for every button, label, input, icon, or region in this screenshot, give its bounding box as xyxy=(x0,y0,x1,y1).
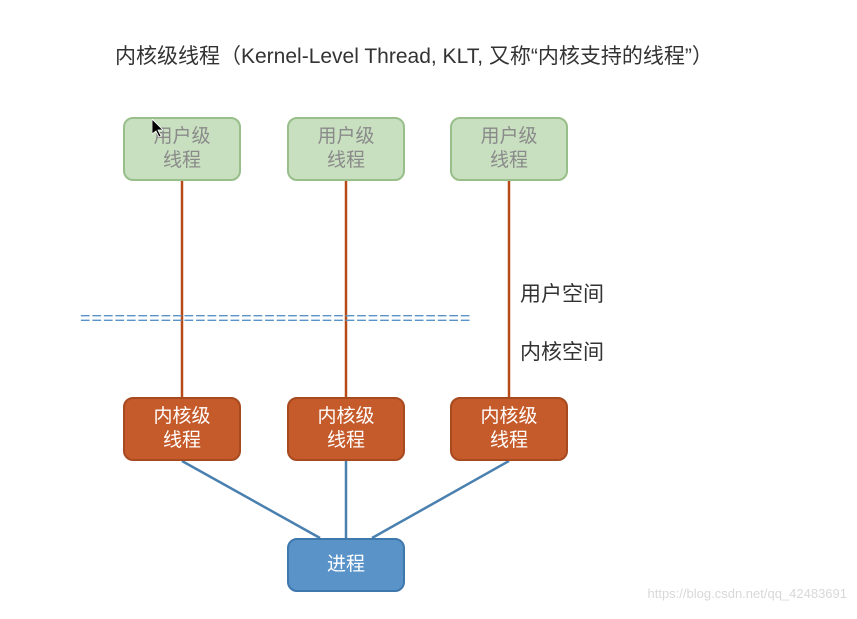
kernel-thread-label-1b: 线程 xyxy=(163,429,201,453)
kernel-thread-label-2a: 内核级 xyxy=(317,405,374,429)
process-box: 进程 xyxy=(287,538,405,592)
kernel-thread-box-2: 内核级 线程 xyxy=(287,397,405,461)
user-thread-box-3: 用户级 线程 xyxy=(450,117,568,181)
watermark: https://blog.csdn.net/qq_42483691 xyxy=(648,586,848,601)
user-thread-label-3b: 线程 xyxy=(490,149,528,173)
kernel-thread-box-1: 内核级 线程 xyxy=(123,397,241,461)
kernel-thread-box-3: 内核级 线程 xyxy=(450,397,568,461)
kernel-thread-label-3b: 线程 xyxy=(490,429,528,453)
vertical-lines xyxy=(182,181,509,397)
user-thread-box-2: 用户级 线程 xyxy=(287,117,405,181)
user-thread-label-2a: 用户级 xyxy=(317,125,374,149)
kernel-thread-label-1a: 内核级 xyxy=(153,405,210,429)
user-space-label: 用户空间 xyxy=(520,278,604,308)
process-lines xyxy=(182,461,509,538)
user-thread-label-1b: 线程 xyxy=(163,149,201,173)
kernel-thread-label-2b: 线程 xyxy=(327,429,365,453)
user-thread-label-1a: 用户级 xyxy=(153,125,210,149)
process-label: 进程 xyxy=(327,553,365,577)
kernel-thread-label-3a: 内核级 xyxy=(480,405,537,429)
kernel-space-label: 内核空间 xyxy=(520,336,604,366)
user-thread-label-2b: 线程 xyxy=(327,149,365,173)
user-thread-box-1: 用户级 线程 xyxy=(123,117,241,181)
user-thread-label-3a: 用户级 xyxy=(480,125,537,149)
space-divider: ================================== xyxy=(80,308,471,329)
